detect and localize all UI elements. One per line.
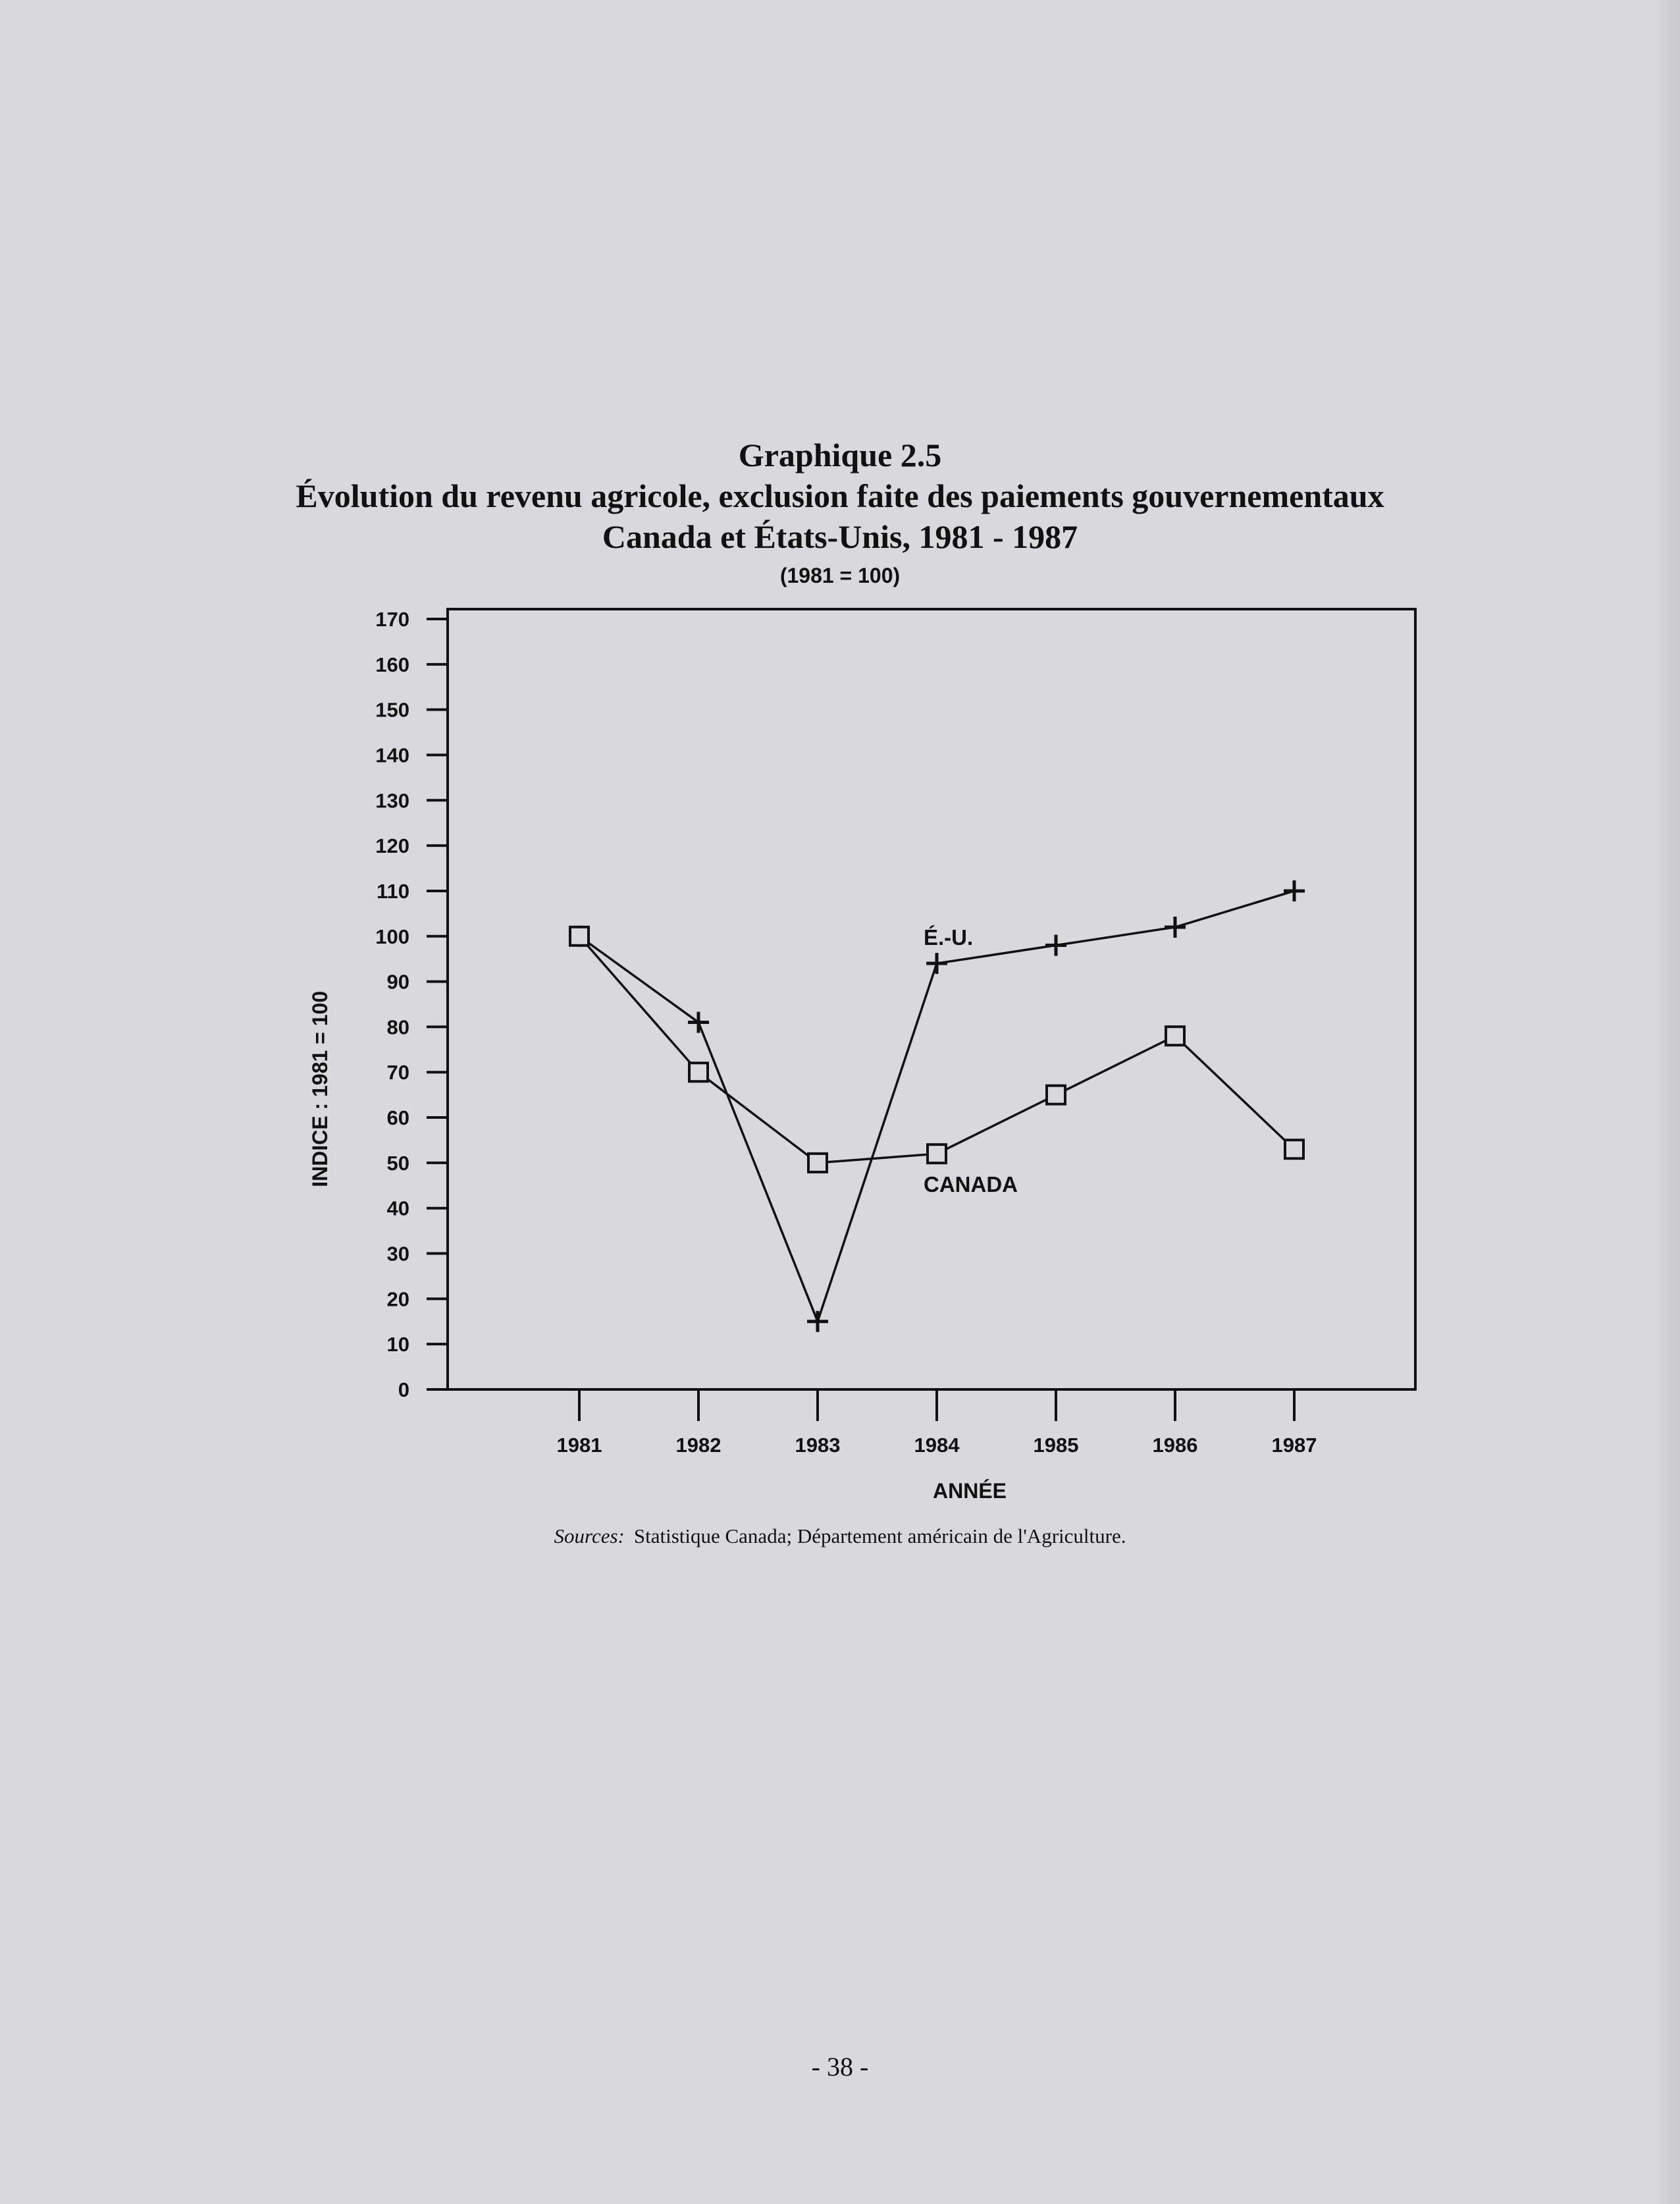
x-tick-label: 1986 [1153, 1434, 1198, 1457]
sources-note: Sources: Statistique Canada; Département … [0, 1524, 1680, 1548]
sources-text: Statistique Canada; Département américai… [633, 1524, 1126, 1547]
y-axis: 0 10 20 30 40 50 60 70 80 90 100 110 120 130 140 150 160… [375, 608, 448, 1401]
y-tick-label: 110 [377, 880, 409, 903]
x-tick-label: 1987 [1272, 1434, 1317, 1457]
y-tick-label: 20 [387, 1287, 409, 1310]
y-tick-label: 60 [387, 1106, 409, 1129]
data-point-square [688, 1062, 709, 1083]
chart-title-block: Graphique 2.5 Évolution du revenu agrico… [0, 435, 1680, 590]
y-tick-label: 120 [375, 834, 409, 857]
y-tick-label: 100 [375, 925, 409, 948]
x-tick-label: 1982 [676, 1434, 722, 1457]
y-tick-label: 160 [375, 653, 409, 676]
data-point-square [807, 1152, 828, 1173]
base-year-note: (1981 = 100) [779, 564, 901, 587]
chart-subtitle: Canada et États-Unis, 1981 - 1987 [602, 518, 1078, 555]
data-point-square [1284, 1139, 1305, 1160]
series-lines: É.-U. CANADA [569, 880, 1305, 1332]
y-tick-label: 150 [375, 699, 409, 722]
data-point-square [1165, 1025, 1186, 1047]
plot-area [446, 608, 1417, 1391]
data-point-square [1045, 1084, 1066, 1106]
x-tick-label: 1983 [795, 1434, 841, 1457]
data-point-plus [1284, 880, 1305, 901]
graph-number: Graphique 2.5 [738, 437, 942, 473]
x-tick-label: 1981 [557, 1434, 602, 1457]
line-chart: 0 10 20 30 40 50 60 70 80 90 100 110 120 130 140 150 160… [308, 608, 1417, 1503]
y-tick-label: 170 [375, 608, 409, 631]
y-tick-label: 80 [387, 1015, 409, 1038]
y-tick-label: 40 [387, 1197, 409, 1220]
y-tick-label: 0 [398, 1378, 409, 1401]
data-point-square [926, 1143, 947, 1165]
plot-frame [446, 608, 1417, 1391]
data-point-square [569, 925, 590, 947]
y-axis-title: INDICE : 1981 = 100 [308, 991, 332, 1187]
y-tick-label: 10 [387, 1333, 409, 1356]
y-tick-label: 130 [375, 789, 409, 812]
x-tick-label: 1985 [1034, 1434, 1079, 1457]
sources-label: Sources: [554, 1524, 625, 1547]
data-point-plus [1165, 917, 1186, 938]
y-tick-label: 30 [387, 1243, 409, 1266]
series-label-us: É.-U. [924, 925, 973, 950]
data-point-plus [807, 1310, 828, 1332]
y-tick-label: 90 [387, 971, 409, 994]
data-point-plus [926, 953, 947, 975]
data-point-plus [688, 1011, 709, 1033]
chart-title: Évolution du revenu agricole, exclusion … [296, 477, 1384, 514]
data-point-plus [1045, 934, 1066, 956]
y-tick-label: 70 [387, 1061, 409, 1084]
x-axis-title: ANNÉE [933, 1479, 1007, 1503]
page-number: - 38 - [811, 2052, 869, 2082]
x-axis: 1981 1982 1983 1984 1985 1986 1987 [557, 1389, 1317, 1457]
x-tick-label: 1984 [914, 1434, 960, 1457]
y-tick-label: 50 [387, 1152, 409, 1175]
series-label-canada: CANADA [924, 1172, 1018, 1196]
page-edge-shadow [1654, 0, 1680, 2204]
y-tick-label: 140 [375, 743, 409, 766]
